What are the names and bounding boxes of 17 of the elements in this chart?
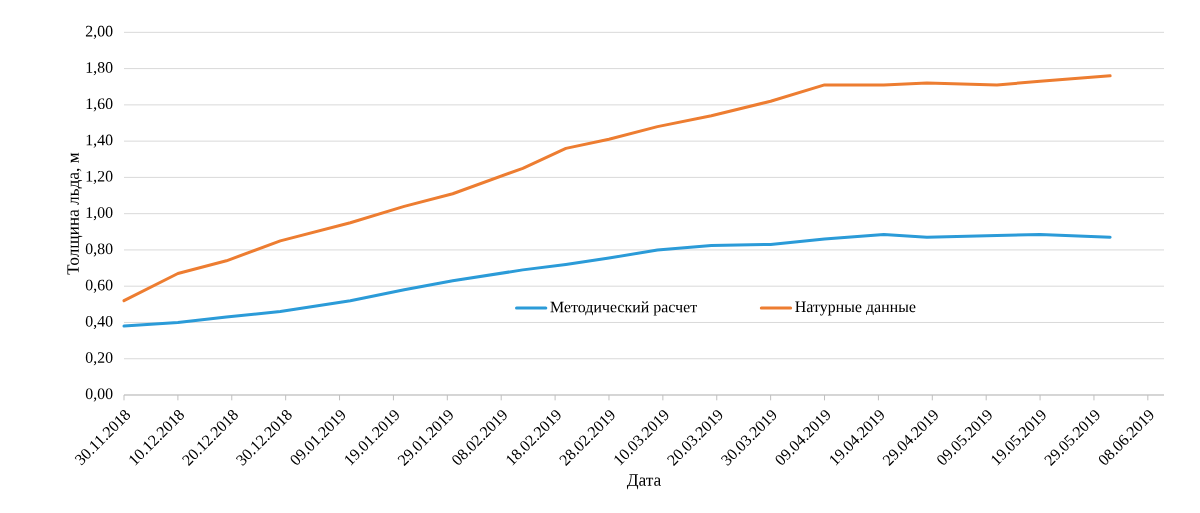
legend-label: Натурные данные bbox=[795, 301, 916, 316]
x-axis-title: Дата bbox=[626, 474, 661, 490]
y-tick-label: 1,60 bbox=[86, 98, 113, 112]
y-tick-label: 0,60 bbox=[85, 279, 113, 293]
y-axis-title: Толщина льда, м bbox=[67, 152, 83, 275]
y-tick-label: 0,20 bbox=[85, 352, 113, 366]
legend-label: Методический расчет bbox=[550, 301, 697, 316]
line-series bbox=[122, 233, 1112, 328]
y-tick-label: 1,80 bbox=[86, 62, 113, 76]
y-tick-label: 1,40 bbox=[86, 134, 113, 148]
y-tick-label: 0,80 bbox=[85, 243, 113, 257]
y-tick-label: 1,00 bbox=[86, 207, 113, 221]
y-tick-label: 2,00 bbox=[85, 25, 113, 39]
y-tick-label: 0,00 bbox=[85, 388, 113, 402]
y-tick-label: 0,40 bbox=[85, 315, 113, 329]
y-tick-label: 1,20 bbox=[86, 170, 113, 184]
line-series bbox=[122, 74, 1112, 303]
